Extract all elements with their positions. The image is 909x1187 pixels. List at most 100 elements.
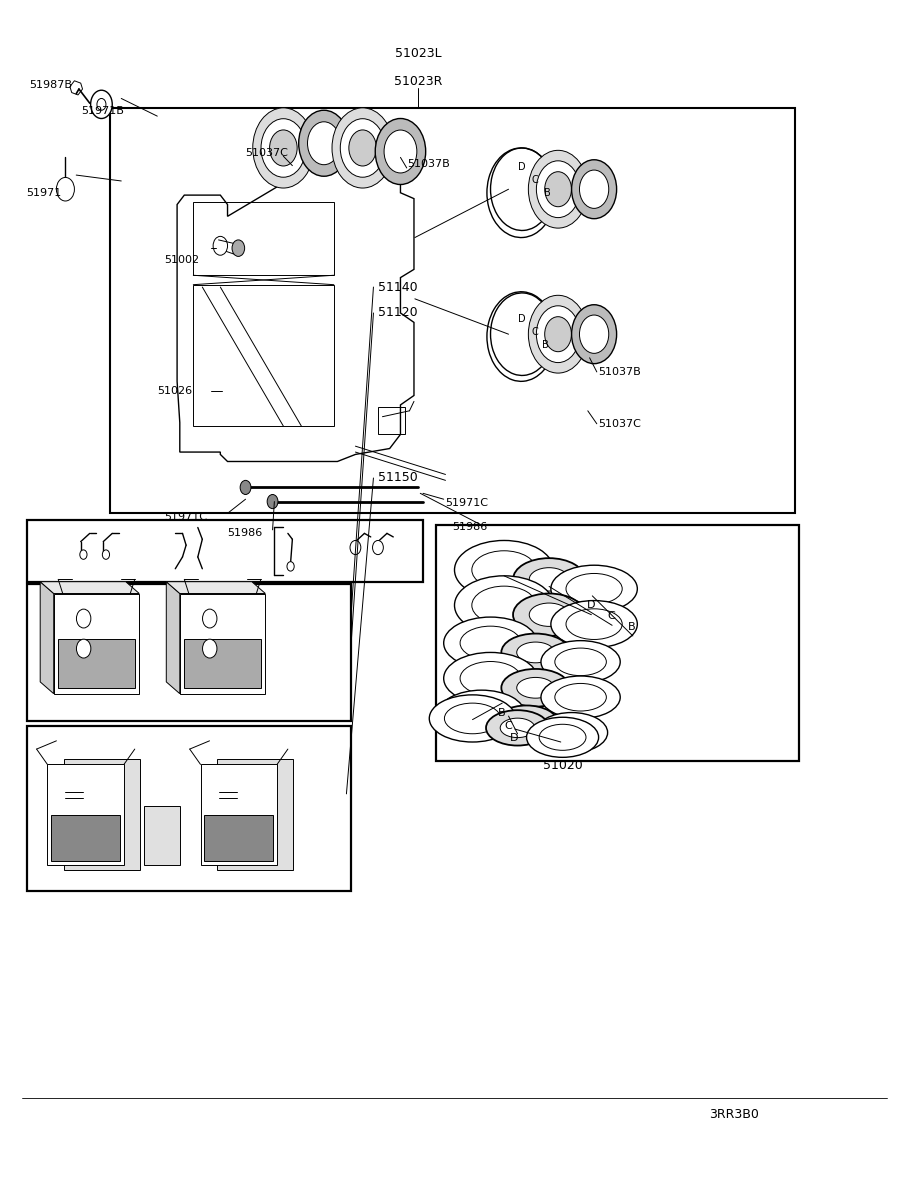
- Circle shape: [76, 639, 91, 658]
- Ellipse shape: [554, 684, 606, 711]
- Ellipse shape: [566, 609, 622, 640]
- Circle shape: [203, 609, 217, 628]
- Text: 51971C: 51971C: [445, 497, 488, 508]
- Circle shape: [579, 315, 609, 354]
- Circle shape: [349, 129, 376, 166]
- Text: 51140: 51140: [378, 280, 417, 293]
- Ellipse shape: [486, 710, 549, 745]
- Text: 51986: 51986: [227, 528, 263, 539]
- Polygon shape: [64, 758, 140, 870]
- Polygon shape: [185, 639, 261, 687]
- Ellipse shape: [445, 703, 501, 734]
- Ellipse shape: [509, 713, 544, 732]
- Text: C: C: [531, 326, 538, 337]
- Ellipse shape: [460, 661, 521, 696]
- Circle shape: [572, 305, 616, 363]
- Circle shape: [332, 108, 394, 188]
- Ellipse shape: [516, 642, 554, 662]
- Text: 51026: 51026: [157, 386, 193, 395]
- Circle shape: [536, 306, 580, 362]
- Circle shape: [97, 99, 106, 110]
- Text: C: C: [504, 721, 512, 730]
- Text: 51037C: 51037C: [599, 419, 642, 429]
- Circle shape: [267, 495, 278, 509]
- Circle shape: [350, 540, 361, 554]
- Circle shape: [261, 119, 305, 177]
- Circle shape: [203, 639, 217, 658]
- Circle shape: [340, 119, 385, 177]
- Circle shape: [544, 317, 572, 351]
- Polygon shape: [144, 806, 180, 864]
- Ellipse shape: [454, 576, 554, 635]
- Ellipse shape: [502, 669, 570, 706]
- Ellipse shape: [454, 540, 554, 599]
- Circle shape: [91, 90, 112, 119]
- Ellipse shape: [535, 712, 607, 753]
- Text: B: B: [498, 707, 505, 718]
- Polygon shape: [216, 758, 294, 870]
- Circle shape: [528, 296, 588, 373]
- Circle shape: [536, 160, 580, 217]
- Circle shape: [307, 122, 340, 165]
- Text: 51971: 51971: [26, 188, 62, 198]
- Circle shape: [287, 561, 295, 571]
- Circle shape: [253, 108, 314, 188]
- Circle shape: [240, 481, 251, 495]
- Polygon shape: [40, 582, 139, 594]
- Ellipse shape: [529, 567, 569, 591]
- Ellipse shape: [551, 565, 637, 612]
- Text: B: B: [542, 339, 549, 350]
- Polygon shape: [205, 814, 274, 861]
- Polygon shape: [166, 582, 180, 693]
- Text: D: D: [510, 734, 519, 743]
- Ellipse shape: [548, 719, 595, 745]
- Text: 51971B: 51971B: [81, 107, 124, 116]
- Text: 51987B: 51987B: [29, 81, 73, 90]
- Ellipse shape: [460, 627, 521, 660]
- Ellipse shape: [429, 694, 515, 742]
- Polygon shape: [201, 764, 277, 864]
- Text: 51037B: 51037B: [599, 367, 642, 377]
- Ellipse shape: [554, 648, 606, 675]
- Ellipse shape: [500, 718, 534, 737]
- Ellipse shape: [551, 601, 637, 648]
- Circle shape: [213, 236, 227, 255]
- Polygon shape: [180, 594, 265, 693]
- Text: D: D: [587, 601, 595, 610]
- Circle shape: [76, 609, 91, 628]
- Text: 51150: 51150: [378, 471, 418, 484]
- Circle shape: [544, 172, 572, 207]
- Polygon shape: [40, 582, 54, 693]
- Ellipse shape: [566, 573, 622, 604]
- Text: 51023L: 51023L: [395, 47, 442, 61]
- Polygon shape: [47, 764, 124, 864]
- Ellipse shape: [495, 705, 558, 741]
- Text: C: C: [607, 611, 615, 621]
- Ellipse shape: [438, 690, 524, 737]
- Ellipse shape: [526, 717, 599, 757]
- Ellipse shape: [539, 724, 586, 750]
- Polygon shape: [70, 81, 83, 95]
- Circle shape: [299, 110, 349, 176]
- Ellipse shape: [513, 558, 585, 601]
- Ellipse shape: [541, 641, 620, 683]
- Circle shape: [232, 240, 245, 256]
- Text: B: B: [628, 622, 636, 631]
- Circle shape: [579, 170, 609, 209]
- Circle shape: [375, 119, 425, 184]
- Text: 51986: 51986: [452, 522, 487, 533]
- Ellipse shape: [454, 698, 510, 729]
- Text: B: B: [544, 188, 551, 198]
- Text: 51002: 51002: [165, 255, 200, 265]
- Text: D: D: [518, 161, 526, 172]
- Ellipse shape: [444, 653, 537, 704]
- Text: 3RR3B0: 3RR3B0: [709, 1107, 759, 1121]
- Circle shape: [572, 160, 616, 218]
- Ellipse shape: [472, 551, 536, 589]
- Circle shape: [270, 129, 297, 166]
- Text: 51023R: 51023R: [395, 76, 443, 89]
- Circle shape: [385, 131, 417, 173]
- Polygon shape: [54, 594, 139, 693]
- Text: 51020: 51020: [543, 758, 583, 772]
- Text: 51037B: 51037B: [406, 159, 450, 170]
